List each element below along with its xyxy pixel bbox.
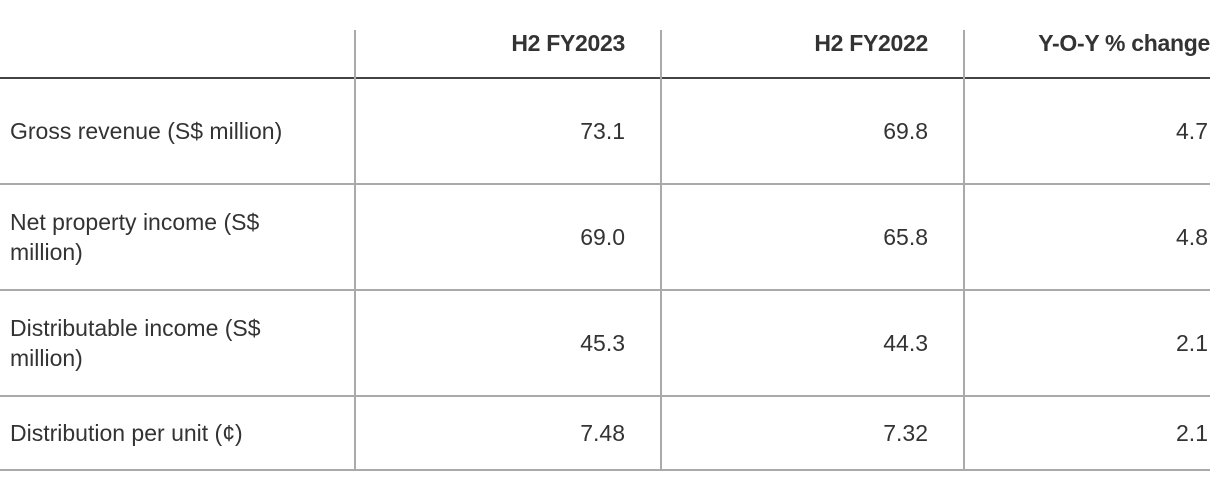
cell-value: 45.3 <box>354 290 661 397</box>
cell-value: 69.0 <box>354 184 661 291</box>
cell-value: 65.8 <box>660 184 964 291</box>
header-yoy-change: Y-O-Y % change <box>963 30 1210 78</box>
row-label: Distribution per unit (¢) <box>0 396 355 471</box>
row-label: Net property income (S$ million) <box>0 184 355 291</box>
cell-value: 7.32 <box>660 396 964 471</box>
cell-value: 73.1 <box>354 78 661 185</box>
cell-value: 2.1 <box>963 396 1210 471</box>
cell-value: 2.1 <box>963 290 1210 397</box>
table-row: Gross revenue (S$ million) 73.1 69.8 4.7 <box>0 78 1210 185</box>
header-empty <box>0 30 356 78</box>
header-h2-fy2022: H2 FY2022 <box>660 30 964 78</box>
row-label: Gross revenue (S$ million) <box>0 78 355 185</box>
cell-value: 69.8 <box>660 78 964 185</box>
cell-value: 4.8 <box>963 184 1210 291</box>
table-row: Distribution per unit (¢) 7.48 7.32 2.1 <box>0 396 1210 471</box>
table-row: Net property income (S$ million) 69.0 65… <box>0 184 1210 291</box>
table-row: Distributable income (S$ million) 45.3 4… <box>0 290 1210 397</box>
cell-value: 7.48 <box>354 396 661 471</box>
header-row: H2 FY2023 H2 FY2022 Y-O-Y % change <box>0 30 1210 78</box>
cell-value: 44.3 <box>660 290 964 397</box>
header-h2-fy2023: H2 FY2023 <box>354 30 661 78</box>
cell-value: 4.7 <box>963 78 1210 185</box>
row-label: Distributable income (S$ million) <box>0 290 355 397</box>
financial-results-table: H2 FY2023 H2 FY2022 Y-O-Y % change Gross… <box>0 30 1210 471</box>
